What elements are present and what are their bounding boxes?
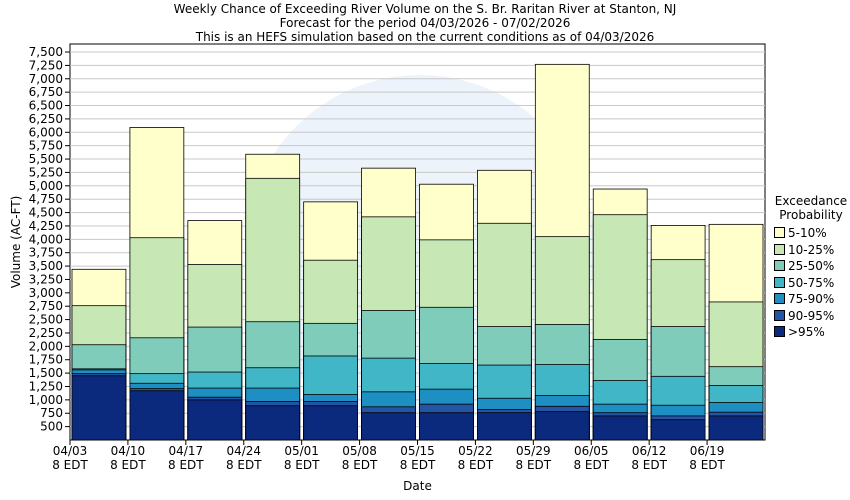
y-tick-label: 1,500 [29,366,63,380]
legend-item: 5-10% [774,226,827,240]
x-tick-label-date: 05/15 [400,444,435,458]
x-tick-label-time: 8 EDT [284,458,320,472]
y-tick-label: 2,250 [29,326,63,340]
x-tick-label-date: 06/12 [632,444,667,458]
legend-label: 75-90% [788,292,835,306]
legend-item: 10-25% [774,243,834,257]
legend-swatch [774,326,785,337]
y-tick-label: 2,500 [29,313,63,327]
x-tick-label-date: 04/03 [53,444,88,458]
bar--95- [129,390,185,441]
y-tick-label: 3,500 [29,259,63,273]
x-tick-label-date: 05/08 [342,444,377,458]
y-tick-label: 3,000 [29,286,63,300]
y-tick-label: 3,250 [29,272,63,286]
y-tick-label: 7,250 [29,58,63,72]
y-tick-label: 5,000 [29,179,63,193]
x-tick-label-date: 06/05 [574,444,609,458]
x-tick-label-date: 06/19 [690,444,725,458]
legend-swatch [774,293,785,304]
legend-swatch [774,260,785,271]
x-tick-label-time: 8 EDT [342,458,378,472]
x-tick-label-date: 05/01 [284,444,319,458]
x-tick-label-time: 8 EDT [573,458,609,472]
y-axis-label: Volume (AC-FT) [9,196,23,289]
x-tick-label-time: 8 EDT [400,458,436,472]
legend-label: 50-75% [788,275,835,290]
y-tick-label: 2,000 [29,339,63,353]
y-tick-label: 750 [40,406,63,420]
x-tick-label-time: 8 EDT [110,458,146,472]
x-tick-label-date: 05/22 [458,444,493,458]
bar--95- [650,419,706,441]
x-tick-label-time: 8 EDT [458,458,494,472]
x-axis-label: Date [403,479,432,493]
legend-label: >95% [788,325,825,339]
bar--95- [361,412,416,441]
legend-label: 90-95% [788,308,835,323]
legend-swatch [774,243,785,255]
y-tick-label: 6,250 [29,112,63,126]
y-tick-label: 4,750 [29,192,63,206]
x-tick-label-time: 8 EDT [226,458,262,472]
y-tick-label: 500 [40,420,63,434]
bar--95- [71,375,127,441]
x-tick-label-time: 8 EDT [52,458,88,472]
y-tick-label: 5,750 [29,139,63,153]
chart-title: Weekly Chance of Exceeding River Volume … [173,2,677,16]
x-tick-label-time: 8 EDT [689,458,725,472]
legend-swatch [774,309,785,321]
y-tick-label: 5,250 [29,165,63,179]
x-tick-label-time: 8 EDT [516,458,552,472]
legend-label: 5-10% [788,226,827,240]
x-tick-label-date: 04/17 [169,444,204,458]
y-tick-label: 3,750 [29,246,63,260]
y-tick-label: 4,000 [29,232,63,246]
chart-subtitle-period: Forecast for the period 04/03/2026 - 07/… [279,16,571,30]
bar--95- [187,399,243,441]
bar--95- [303,405,358,441]
legend-item: 75-90% [774,292,834,306]
bar--95- [477,412,532,441]
legend-title-line1: Exceedance [774,194,848,208]
legend-swatch [774,227,785,238]
legend-item: 50-75% [774,276,834,290]
bar--95- [534,411,590,441]
x-tick-label-time: 8 EDT [168,458,204,472]
x-tick-label-date: 05/29 [516,444,551,458]
legend-item: 90-95% [774,309,834,323]
chart-subtitle-simulation: This is an HEFS simulation based on the … [195,30,655,44]
legend-title-line2: Probability [779,208,843,222]
x-tick-label-date: 04/24 [226,444,261,458]
y-tick-label: 2,750 [29,299,63,313]
y-tick-label: 1,000 [29,393,63,407]
bar--95- [245,405,301,441]
x-tick-label-date: 04/10 [111,444,146,458]
legend-item: >95% [774,325,825,339]
y-tick-label: 6,500 [29,99,63,113]
y-tick-label: 4,250 [29,219,63,233]
y-tick-label: 1,750 [29,353,63,367]
legend-label: 25-50% [788,259,835,273]
legend-swatch [774,276,785,288]
y-tick-label: 1,250 [29,379,63,393]
x-tick-label-time: 8 EDT [631,458,667,472]
bar--95- [592,415,648,441]
y-tick-label: 5,500 [29,152,63,166]
y-tick-label: 4,500 [29,206,63,220]
y-tick-label: 7,000 [29,72,63,86]
y-tick-label: 6,000 [29,125,63,139]
bar--95- [419,412,474,441]
y-tick-label: 6,750 [29,85,63,99]
legend-item: 25-50% [774,259,834,273]
bar--95- [708,415,764,441]
y-tick-label: 7,500 [29,45,63,59]
legend-label: 10-25% [788,242,835,257]
